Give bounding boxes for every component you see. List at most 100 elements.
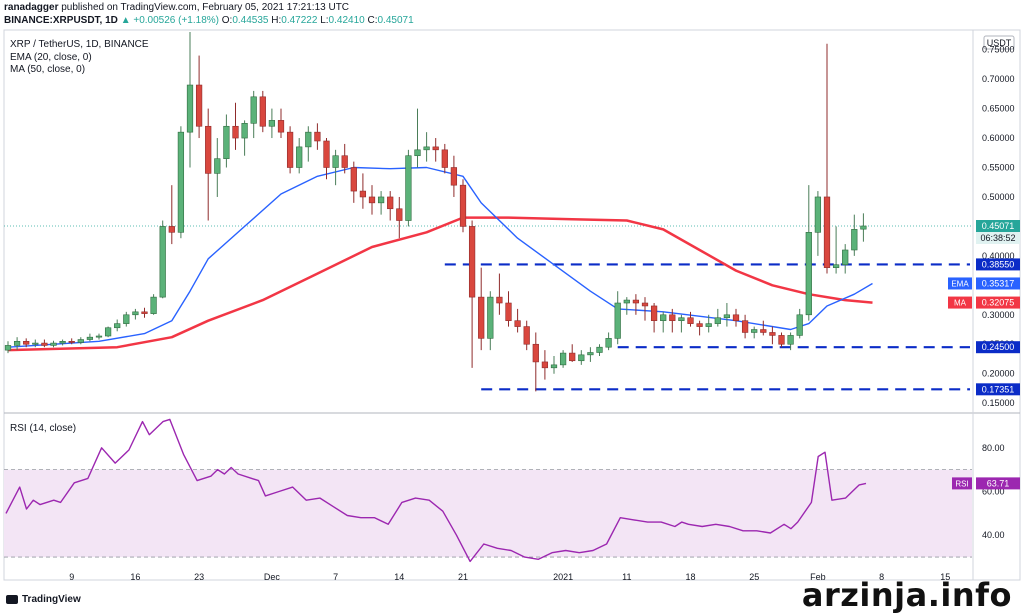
indicator-legend: MA (50, close, 0) (10, 64, 85, 75)
candle-body (405, 155, 412, 221)
candle-body (141, 311, 148, 314)
candle-body (687, 317, 694, 324)
candle-body (414, 149, 421, 157)
rsi-value-tag (976, 477, 1020, 490)
candle-body (359, 190, 367, 198)
rsi-tick-label: 60.00 (982, 487, 1005, 497)
candle-body (569, 352, 576, 362)
candle-body (787, 335, 794, 345)
candle-body (396, 208, 403, 221)
tradingview-logo: TradingView (6, 594, 81, 605)
price-tick-label: 0.60000 (982, 133, 1015, 143)
price-tick-label: 0.70000 (982, 74, 1015, 84)
price-tick-label: 0.65000 (982, 104, 1015, 114)
currency-tag (983, 35, 1015, 50)
candle-body (468, 226, 476, 298)
candle-body (59, 341, 66, 344)
candle-body (751, 329, 758, 333)
candle-body (4, 345, 12, 351)
candle-body (769, 332, 776, 336)
candle-body (132, 311, 139, 316)
time-tick-label: 9 (69, 572, 74, 582)
candle-body (714, 317, 721, 324)
candle-body (232, 125, 239, 139)
close-label: C: (367, 15, 378, 26)
candle-body (268, 120, 276, 127)
rsi-band (4, 469, 972, 558)
candle-body (514, 320, 521, 327)
indicator-name-tag (948, 296, 972, 309)
candle-body (578, 354, 585, 362)
candle-body (523, 326, 530, 345)
candle-body (150, 296, 157, 314)
level-tag (976, 341, 1020, 354)
open-label: O: (221, 15, 233, 26)
candle-body (177, 131, 185, 233)
candle-body (214, 158, 221, 174)
candle-body (596, 346, 603, 353)
candle-body (423, 146, 430, 151)
candle-body (669, 314, 676, 321)
candle-body (104, 327, 112, 337)
close-value: 0.45071 (377, 15, 414, 26)
candle-body (450, 167, 458, 186)
publisher-name: ranadagger (4, 2, 59, 13)
low-label: L: (320, 15, 329, 26)
site-watermark: arzinja.info (801, 576, 1012, 614)
candle-body (505, 302, 512, 321)
candle-body (323, 140, 330, 168)
candle-body (314, 131, 321, 142)
candle-body (32, 342, 39, 345)
publish-info: ranadagger published on TradingView.com,… (4, 2, 349, 13)
rsi-tick-label: 40.00 (982, 530, 1005, 540)
candle-body (186, 84, 194, 133)
candle-body (168, 226, 175, 233)
low-value: 0.42410 (328, 15, 365, 26)
candle-body (778, 335, 785, 345)
candle-body (678, 317, 685, 321)
candle-body (805, 232, 812, 316)
time-tick-label: 15 (940, 572, 950, 582)
candle-body (559, 352, 567, 366)
price-tick-label: 0.55000 (982, 163, 1015, 173)
currency-label: USDT (987, 38, 1012, 48)
price-chart-title: XRP / TetherUS, 1D, BINANCE (10, 39, 149, 50)
candle-body (760, 329, 767, 333)
candle-body (696, 323, 703, 327)
price-tick-label: 0.40000 (982, 251, 1015, 261)
candle-body (814, 196, 822, 233)
candle-body (532, 343, 539, 363)
candle-body (86, 336, 94, 340)
level-tag-label: 0.24500 (982, 342, 1015, 352)
time-tick-label: 18 (685, 572, 695, 582)
candle-body (550, 364, 558, 369)
price-tick-label: 0.75000 (982, 45, 1015, 55)
time-tick-label: 2021 (553, 572, 573, 582)
candle-body (159, 226, 166, 298)
price-tick-label: 0.50000 (982, 192, 1015, 202)
rsi-line (5, 418, 867, 563)
ema-20-line (7, 166, 873, 348)
indicator-name-label: MA (954, 299, 967, 308)
published-text: published on TradingView.com, February 0… (61, 2, 350, 13)
time-tick-label: 23 (194, 572, 204, 582)
candle-body (13, 341, 21, 346)
candle-body (641, 302, 649, 307)
candle-body (341, 155, 348, 168)
rsi-value-label: 63.71 (987, 478, 1010, 488)
candle-body (842, 249, 849, 266)
candle-body (432, 146, 439, 151)
time-tick-label: 11 (622, 572, 631, 582)
price-change: ▲ +0.00526 (+1.18%) (120, 15, 219, 26)
rsi-chart-title: RSI (14, close) (10, 423, 76, 434)
candle-body (478, 296, 485, 339)
candle-body (114, 323, 121, 329)
indicator-legend: EMA (20, close, 0) (10, 52, 92, 63)
rsi-tick-label: 80.00 (982, 443, 1005, 453)
candle-body (332, 155, 339, 168)
ohlc-line: BINANCE:XRPUSDT, 1D ▲ +0.00526 (+1.18%) … (4, 15, 414, 26)
price-tick-label: 0.15000 (982, 398, 1015, 408)
candle-body (605, 338, 612, 348)
candle-body (41, 342, 48, 346)
